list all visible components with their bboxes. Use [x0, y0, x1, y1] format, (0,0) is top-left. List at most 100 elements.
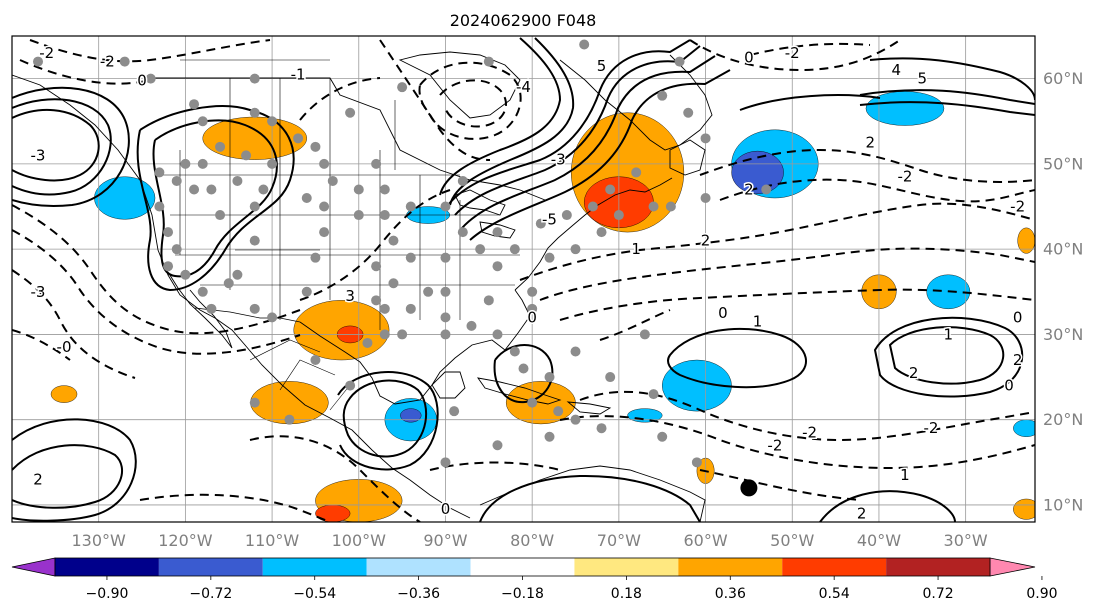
colorbar-swatch: [678, 558, 783, 576]
station-dot: [761, 184, 772, 195]
contour-positive: [136, 105, 295, 292]
cuba: [477, 377, 562, 405]
station-dot: [509, 244, 520, 255]
station-dot: [492, 227, 503, 238]
anomaly-shade-patch: [315, 504, 351, 522]
longitude-label: 90°W: [423, 531, 467, 550]
contour-positive: [461, 55, 716, 229]
station-dot: [319, 201, 330, 212]
newfoundland: [669, 139, 706, 176]
station-dot: [605, 184, 616, 195]
station-dot: [492, 329, 503, 340]
station-dot: [232, 269, 243, 280]
station-dot: [310, 355, 321, 365]
station-dot: [249, 235, 260, 246]
contour-positive: [859, 101, 1035, 116]
anomaly-shade-patch: [1017, 227, 1035, 254]
station-dot: [570, 244, 581, 255]
anomaly-shade-patch: [731, 150, 784, 194]
latitude-tick-labels: 60°N 50°N 40°N 30°N 20°N 10°N: [1043, 69, 1083, 514]
anomaly-shade-patch: [1013, 498, 1035, 520]
colorbar-swatch: [366, 558, 471, 576]
station-dot: [483, 295, 494, 306]
station-dot: [535, 218, 546, 229]
contour-positive: [447, 39, 691, 206]
contour-label: -2: [39, 44, 54, 62]
contour-negative: [559, 415, 1035, 470]
gulf-of-mexico-coast: [299, 289, 531, 405]
contour-negative: [579, 390, 1035, 442]
station-dot: [492, 261, 503, 272]
station-dot: [544, 372, 555, 383]
station-dot: [249, 201, 260, 212]
station-dot: [483, 56, 494, 67]
station-dot: [605, 372, 616, 383]
contour-negative: [599, 309, 671, 341]
station-dot: [674, 56, 685, 67]
map-frame: [11, 35, 1036, 523]
station-dot: [631, 167, 642, 178]
station-dot: [154, 167, 165, 178]
station-dot: [215, 141, 226, 152]
contour-label: 0: [527, 308, 537, 326]
station-dot: [613, 210, 624, 221]
station-dot: [171, 175, 182, 186]
station-dot: [284, 414, 295, 425]
contour-label: -2: [785, 44, 800, 62]
station-dot: [527, 303, 538, 314]
station-dot: [527, 397, 538, 408]
contour-label: 1: [944, 325, 954, 343]
station-dot: [249, 397, 260, 408]
station-dot: [544, 431, 555, 442]
hispaniola: [566, 401, 612, 415]
station-dot: [648, 201, 659, 212]
station-dot: [223, 278, 234, 289]
contour-negative: [12, 329, 71, 361]
contour-negative: [249, 435, 421, 522]
contour-negative: [719, 178, 1035, 203]
contour-positive: [454, 45, 701, 216]
station-dot: [639, 329, 650, 340]
contour-positive: [479, 474, 701, 522]
contour-positive: [12, 418, 137, 522]
station-dot: [145, 73, 156, 84]
contour-positive: [342, 379, 428, 458]
station-dot: [154, 201, 165, 212]
station-dot: [319, 158, 330, 169]
station-markers: [33, 39, 772, 468]
hudson-bay: [398, 51, 521, 119]
contour-positive: [819, 490, 956, 522]
station-dot: [163, 227, 174, 238]
us-canada-border: [150, 77, 546, 201]
station-dot: [457, 227, 468, 238]
station-dot: [258, 184, 269, 195]
contour-positive: [493, 344, 554, 404]
contour-positive: [439, 37, 562, 196]
longitude-label: 40°W: [857, 531, 901, 550]
station-dot: [657, 431, 668, 442]
contour-label: -2: [767, 436, 782, 454]
longitude-label: 130°W: [72, 531, 127, 550]
station-dot: [405, 303, 416, 314]
contour-label: 2: [33, 470, 43, 488]
station-dot: [388, 235, 399, 246]
station-dot: [267, 158, 278, 169]
station-dot: [249, 107, 260, 118]
station-dot: [700, 133, 711, 144]
station-dot: [189, 99, 200, 110]
contour-negative: [689, 39, 901, 72]
station-dot: [570, 346, 581, 357]
station-dot: [267, 312, 278, 323]
latitude-label: 30°N: [1043, 325, 1083, 344]
canada-provinces: [180, 59, 396, 170]
station-dot: [440, 312, 451, 323]
station-dot: [579, 39, 590, 50]
colorbar-swatch: [158, 558, 263, 576]
contour-positive: [12, 108, 100, 182]
colorbar-tick-label: 0.90: [1026, 586, 1057, 602]
station-dot: [371, 295, 382, 306]
station-dot: [180, 269, 191, 280]
colorbar-swatch: [782, 558, 887, 576]
station-dot: [371, 158, 382, 169]
contour-label: 1: [631, 240, 641, 258]
